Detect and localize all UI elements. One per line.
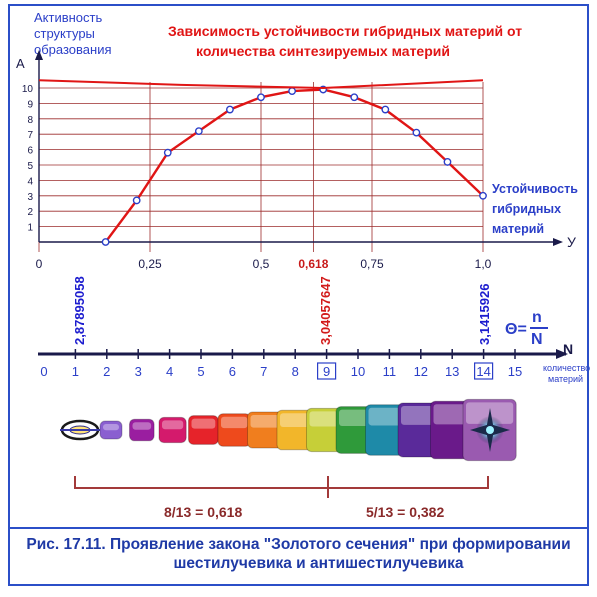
data-point [132,196,141,205]
data-point [194,127,203,136]
vertical-marker-2: 3,04057647 [318,276,333,345]
data-point [226,105,234,114]
x-tick-label: 0,25 [138,257,162,271]
segmented-structure [60,398,517,462]
n-axis-tick-label: 2 [103,364,110,379]
segment [129,418,155,442]
chart-curves [38,79,487,246]
x-axis-arrow [553,238,563,246]
bracket-right [327,476,489,489]
y-tick-label: 7 [27,130,33,141]
x-tick-label: 1,0 [475,257,492,271]
y-tick-label: 5 [27,161,33,172]
segment-highlight [280,413,312,428]
y-axis-label-line-2: структуры [34,26,95,41]
data-point [412,128,421,137]
x-tick-label: 0,75 [360,257,384,271]
data-point [479,191,487,200]
theta-formula-lhs: Θ= [505,321,527,338]
n-axis-tick-label: 13 [445,364,459,379]
bracket-label-left: 8/13 = 0,618 [164,504,242,520]
n-axis-symbol: N [563,341,573,357]
x-axis-symbol: У [567,234,576,250]
stability-ceiling-line [38,79,484,90]
caption-line-1: Рис. 17.11. Проявление закона "Золотого … [26,536,571,553]
y-axis-arrow [35,50,43,60]
n-axis-label-line-2: материй [548,374,583,384]
theta-formula-numerator: n [532,309,542,326]
n-axis-tick-label: 5 [197,364,204,379]
y-tick-label: 6 [27,146,33,157]
n-axis-tick-label: 15 [508,364,522,379]
y-tick-label: 2 [27,207,33,218]
y-tick-label: 1 [27,223,33,234]
y-axis-symbol: А [16,56,25,71]
n-axis-arrow [556,349,568,359]
y-axis-label-line-1: Активность [34,10,102,25]
stability-label-line-2: гибридных [492,202,561,216]
y-axis-label-line-3: образования [34,42,112,57]
segment [99,420,123,440]
n-axis-tick-label: 8 [292,364,299,379]
data-point [443,158,452,166]
x-tick-label: 0,5 [253,257,270,271]
y-tick-label: 3 [27,192,33,203]
data-point [350,93,359,102]
n-axis-tick-label: 1 [72,364,79,379]
chart-title-line-1: Зависимость устойчивости гибридных матер… [168,23,522,39]
y-tick-label: 10 [22,84,34,95]
bracket-label-right: 5/13 = 0,382 [366,504,444,520]
theta-formula-denominator: N [531,331,543,348]
n-tick-highlight-box [317,362,337,380]
n-axis-tick-label: 12 [414,364,428,379]
n-axis-tick-label: 10 [351,364,365,379]
n-axis-tick-label: 6 [229,364,236,379]
segment [158,416,187,444]
data-point [381,105,390,114]
segment-highlight [221,416,248,429]
chart-ticks: 1 2 3 4 5 6 7 8 9 10 0 0,25 0,5 0,618 0,75 1,0 [22,84,492,271]
bracket-left [74,476,329,489]
chart-grid [35,50,563,252]
data-point [257,93,265,102]
n-axis-tick-label: 0 [40,364,47,379]
y-tick-label: 4 [27,176,33,187]
n-axis-tick-label: 4 [166,364,173,379]
chart-title-line-2: количества синтезируемых материй [196,43,450,59]
caption-line-2: шестилучевика и антишестилучевика [173,555,464,572]
x-tick-label: 0 [36,257,43,271]
n-axis: 0 1 2 3 4 5 6 7 8 9 10 11 12 13 14 15 [38,349,568,380]
data-point [163,148,172,157]
segment-highlight [103,424,119,431]
n-axis-label-line-1: количество [543,363,590,373]
vertical-marker-3: 3,1415926 [477,284,492,345]
vertical-marker-1: 2,87895058 [72,276,87,345]
n-axis-tick-label: 9 [323,364,330,379]
data-point [101,238,110,246]
figure-caption: Рис. 17.11. Проявление закона "Золотого … [16,535,581,573]
activity-curve [104,88,484,243]
n-axis-tick-label: 11 [383,364,397,379]
n-axis-tick-label: 3 [135,364,142,379]
segment-highlight [162,420,184,430]
data-point [288,87,296,95]
segment-highlight [191,418,216,429]
y-tick-label: 9 [27,99,33,110]
n-axis-tick-label: 14 [476,364,490,379]
n-tick-highlight-box [474,362,494,380]
stability-label-line-1: Устойчивость [492,182,578,196]
y-tick-label: 8 [27,115,33,126]
x-tick-label: 0,618 [298,257,328,271]
n-axis-tick-label: 7 [260,364,267,379]
segment-highlight [309,411,344,427]
segment-highlight [250,415,280,428]
stability-label-line-3: материй [492,222,544,236]
tail-star-core [486,426,494,434]
segment-highlight [132,422,152,430]
